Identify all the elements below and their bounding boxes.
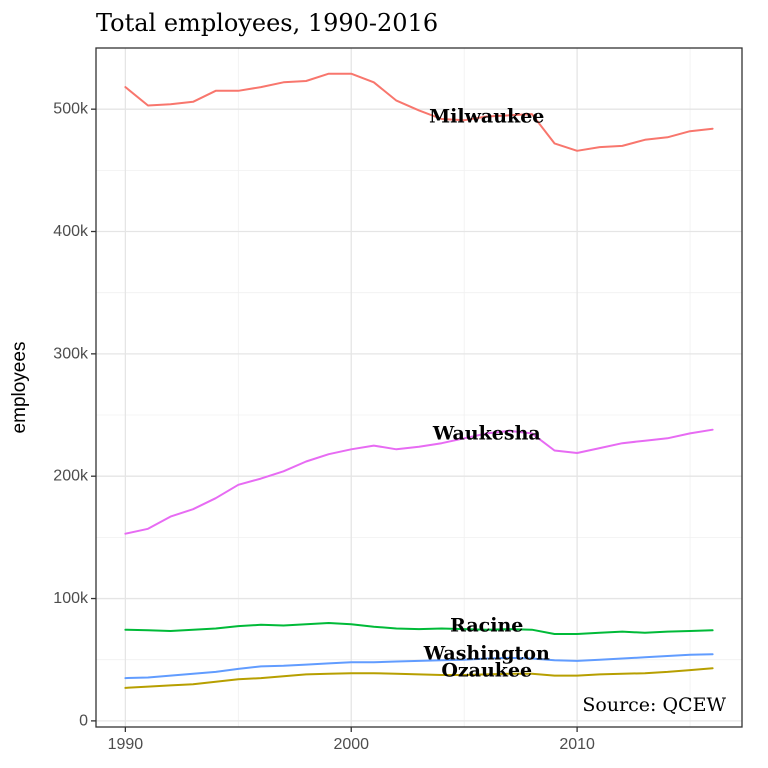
y-tick-label: 500k bbox=[53, 101, 89, 118]
y-axis: 0 100k 200k 300k 400k 500k bbox=[53, 101, 96, 729]
x-tick-label: 2000 bbox=[333, 736, 369, 753]
y-tick-label: 100k bbox=[53, 590, 89, 607]
chart-title: Total employees, 1990-2016 bbox=[96, 9, 438, 37]
x-tick-label: 1990 bbox=[108, 736, 144, 753]
series-line-milwaukee bbox=[124, 72, 714, 152]
y-tick-label: 400k bbox=[53, 223, 89, 240]
panel-border bbox=[95, 47, 743, 728]
plot-panel: Milwaukee Waukesha Racine WashingtonOzaukee… bbox=[95, 47, 743, 728]
x-tick-label: 2010 bbox=[559, 736, 595, 753]
y-tick-label: 200k bbox=[53, 468, 89, 485]
series-line-washington bbox=[124, 653, 714, 680]
series-label-ozaukee: Ozaukee bbox=[441, 660, 532, 682]
series-label-racine: Racine bbox=[450, 614, 523, 636]
series-line-racine bbox=[124, 622, 714, 635]
series-label-milwaukee: Milwaukee bbox=[429, 106, 544, 128]
y-tick-label: 0 bbox=[79, 712, 88, 729]
series-label-waukesha: Waukesha bbox=[432, 422, 541, 444]
y-tick-label: 300k bbox=[53, 345, 89, 362]
minor-gridlines bbox=[96, 48, 742, 727]
source-annotation: Source: QCEW bbox=[582, 694, 726, 716]
major-gridlines bbox=[96, 48, 742, 727]
series-line-ozaukee bbox=[124, 667, 714, 689]
series-label-washington: Washington bbox=[423, 643, 550, 665]
y-axis-title: employees bbox=[9, 342, 30, 434]
series-lines bbox=[124, 72, 714, 689]
x-axis: 1990 2000 2010 bbox=[108, 727, 595, 753]
series-line-waukesha bbox=[124, 428, 714, 535]
